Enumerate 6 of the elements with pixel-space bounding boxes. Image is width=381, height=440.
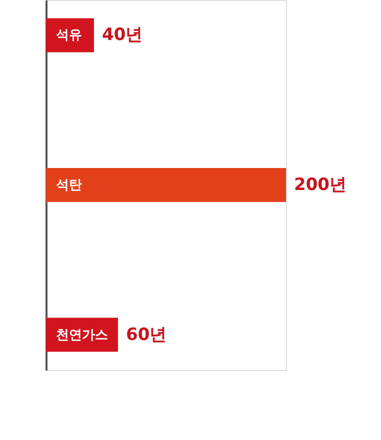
data-label: 60년 [126,324,167,345]
y-tick-label: 석유 [56,28,82,44]
y-tick-label: 천연가스 [56,328,108,343]
y-tick-label: 석탄 [56,178,82,193]
data-label: 40년 [102,25,143,46]
data-label: 200년 [294,175,346,195]
